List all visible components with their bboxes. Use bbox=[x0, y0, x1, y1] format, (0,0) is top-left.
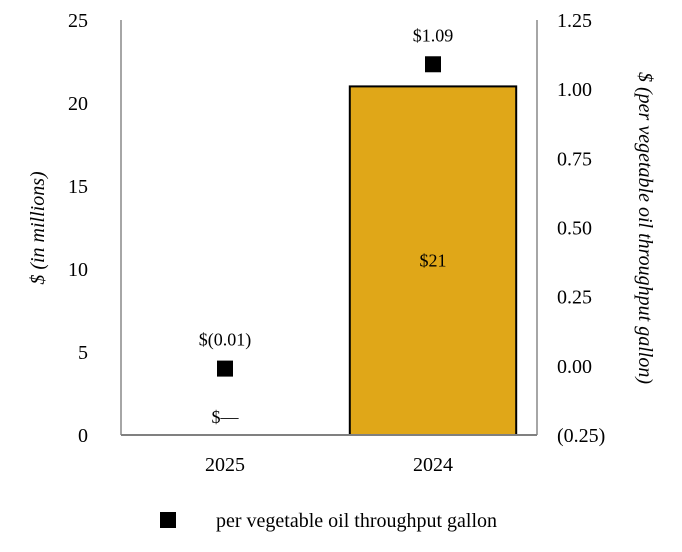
right-tick-label: 1.00 bbox=[557, 79, 592, 101]
bar bbox=[348, 85, 518, 437]
point-value-label: $(0.01) bbox=[199, 330, 252, 351]
bar-value-label: $21 bbox=[420, 251, 447, 271]
x-tick-label: 2025 bbox=[205, 454, 245, 476]
right-tick-label: 1.25 bbox=[557, 10, 592, 32]
left-tick-label: 20 bbox=[68, 93, 88, 115]
scatter-point bbox=[425, 56, 441, 73]
right-axis-label: $ (per vegetable oil throughput gallon) bbox=[634, 72, 656, 384]
left-tick-label: 0 bbox=[78, 425, 88, 447]
legend-marker-square bbox=[160, 512, 176, 528]
right-tick-label: 0.75 bbox=[557, 148, 592, 170]
right-axis-ticks: (0.25) 0.00 0.25 0.50 0.75 1.00 1.25 bbox=[557, 10, 605, 447]
right-tick-label: 0.00 bbox=[557, 356, 592, 378]
point-value-label: $1.09 bbox=[413, 25, 454, 45]
legend: per vegetable oil throughput gallon bbox=[160, 510, 497, 532]
left-tick-label: 5 bbox=[78, 342, 88, 364]
right-tick-label: 0.50 bbox=[557, 218, 592, 240]
right-tick-label: (0.25) bbox=[557, 425, 605, 447]
left-tick-label: 15 bbox=[68, 176, 88, 198]
data-labels-layer: $— $21 $(0.01) $1.09 bbox=[199, 25, 454, 427]
left-axis-label: $ (in millions) bbox=[27, 171, 49, 285]
left-tick-label: 10 bbox=[68, 259, 88, 281]
bar-value-label: $— bbox=[212, 407, 240, 427]
axes-layer bbox=[120, 20, 538, 436]
scatter-point bbox=[217, 360, 233, 377]
legend-label: per vegetable oil throughput gallon bbox=[216, 510, 497, 532]
left-axis-ticks: 0 5 10 15 20 25 bbox=[68, 10, 88, 447]
markers-layer bbox=[217, 56, 441, 377]
bars-layer bbox=[348, 85, 518, 437]
right-tick-label: 0.25 bbox=[557, 287, 592, 309]
x-axis-ticks: 2025 2024 bbox=[205, 454, 453, 476]
x-tick-label: 2024 bbox=[413, 454, 453, 476]
left-tick-label: 25 bbox=[68, 10, 88, 32]
